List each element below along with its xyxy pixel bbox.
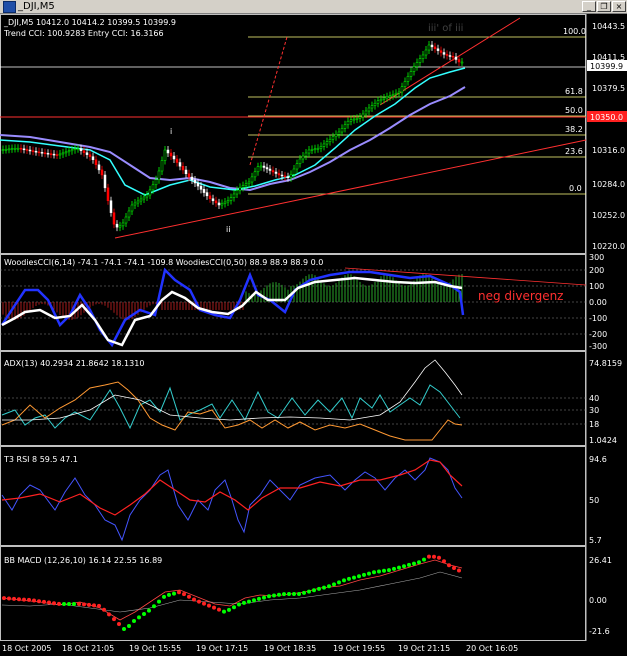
svg-text:30: 30 bbox=[589, 406, 599, 415]
svg-text:74.8159: 74.8159 bbox=[589, 359, 622, 368]
price-tick: 10252.0 bbox=[592, 211, 625, 220]
price-tick: 10220.0 bbox=[592, 242, 625, 251]
svg-text:40: 40 bbox=[589, 394, 599, 403]
main-header-ohlc: _DJI,M5 10412.0 10414.2 10399.5 10399.9 bbox=[3, 18, 176, 27]
adx-level-lines bbox=[0, 397, 586, 425]
rsi-red-line bbox=[1, 459, 463, 516]
ema-slow-line bbox=[0, 86, 466, 192]
ema-fast-line bbox=[0, 67, 466, 196]
minimize-button[interactable]: _ bbox=[582, 1, 596, 12]
macd-dots bbox=[2, 554, 461, 631]
fib-618-label: 61.8 bbox=[565, 87, 583, 96]
red-price-value: 10350.0 bbox=[590, 113, 623, 122]
svg-text:100: 100 bbox=[589, 282, 604, 291]
time-tick: 18 Oct 2005 bbox=[2, 644, 51, 653]
window-titlebar[interactable]: _DJI,M5 _ ❐ × bbox=[0, 0, 627, 14]
close-button[interactable]: × bbox=[612, 1, 626, 12]
wave-label-i: i bbox=[170, 127, 172, 136]
time-tick: 19 Oct 18:35 bbox=[264, 644, 316, 653]
fib-382-label: 38.2 bbox=[565, 125, 583, 134]
price-candles bbox=[1, 41, 464, 232]
chart-window-icon bbox=[3, 1, 16, 13]
fib-100-label: 100.0 bbox=[563, 27, 586, 36]
adx-header: ADX(13) 40.2934 21.8642 18.1310 bbox=[4, 359, 144, 368]
wave-label-iii: iii' of iii bbox=[428, 23, 463, 34]
time-tick: 19 Oct 17:15 bbox=[196, 644, 248, 653]
svg-text:18: 18 bbox=[589, 420, 599, 429]
time-tick: 20 Oct 16:05 bbox=[466, 644, 518, 653]
window-title: _DJI,M5 bbox=[18, 1, 55, 12]
macd-signal-gray bbox=[1, 571, 463, 613]
macd-header: BB MACD (12,26,10) 16.14 22.55 16.89 bbox=[4, 556, 162, 565]
svg-text:1.0424: 1.0424 bbox=[589, 436, 617, 445]
adx-panel[interactable]: ADX(13) 40.2934 21.8642 18.1310 74.8159 … bbox=[0, 359, 622, 445]
price-tick: 10316.0 bbox=[592, 146, 625, 155]
svg-text:5.7: 5.7 bbox=[589, 536, 602, 545]
chart-canvas[interactable]: 100.0 61.8 50.0 38.2 23.6 0.0 i ii iii' … bbox=[0, 14, 627, 656]
price-panel[interactable]: 100.0 61.8 50.0 38.2 23.6 0.0 i ii iii' … bbox=[0, 17, 627, 251]
time-tick: 19 Oct 19:55 bbox=[333, 644, 385, 653]
current-price-badge bbox=[587, 60, 627, 71]
red-price-badge bbox=[587, 111, 627, 122]
fib-236-label: 23.6 bbox=[565, 147, 583, 156]
price-axis: 10443.5 10411.5 10379.5 10316.0 10284.0 … bbox=[587, 22, 627, 251]
current-price-value: 10399.9 bbox=[590, 62, 623, 71]
wave-label-ii: ii bbox=[226, 225, 230, 234]
macd-axis: 26.41 0.00 -21.6 bbox=[589, 556, 612, 636]
time-axis: 18 Oct 2005 18 Oct 21:05 19 Oct 15:55 19… bbox=[2, 644, 518, 653]
t3-rsi-panel[interactable]: T3 RSI 8 59.5 47.1 94.6 50 5.7 bbox=[1, 455, 607, 545]
svg-text:26.41: 26.41 bbox=[589, 556, 612, 565]
svg-text:200: 200 bbox=[589, 266, 604, 275]
svg-text:-200: -200 bbox=[589, 330, 607, 339]
fib-retracement-lines bbox=[248, 36, 586, 195]
adx-main-line bbox=[2, 359, 463, 421]
cci-axis: 300 200 100 0.00 -100 -200 -300 bbox=[589, 253, 607, 351]
time-tick: 18 Oct 21:05 bbox=[62, 644, 114, 653]
panel-borders bbox=[0, 14, 587, 641]
svg-text:300: 300 bbox=[589, 253, 604, 262]
woodies-cci-panel[interactable]: neg divergenz WoodiesCCI(6,14) -74.1 -74… bbox=[0, 253, 607, 351]
cci-header: WoodiesCCI(6,14) -74.1 -74.1 -74.1 -109.… bbox=[4, 258, 323, 267]
rsi-blue-line bbox=[1, 457, 463, 542]
neg-divergence-annotation: neg divergenz bbox=[478, 289, 563, 303]
restore-button[interactable]: ❐ bbox=[597, 1, 611, 12]
bb-macd-panel[interactable]: BB MACD (12,26,10) 16.14 22.55 16.89 26.… bbox=[1, 554, 612, 636]
svg-text:50: 50 bbox=[589, 496, 599, 505]
price-tick: 10411.5 bbox=[592, 53, 625, 62]
fib-0-label: 0.0 bbox=[569, 184, 582, 193]
price-tick: 10284.0 bbox=[592, 180, 625, 189]
svg-text:94.6: 94.6 bbox=[589, 455, 607, 464]
time-tick: 19 Oct 21:15 bbox=[398, 644, 450, 653]
divergence-line bbox=[344, 267, 587, 286]
svg-text:-100: -100 bbox=[589, 314, 607, 323]
channel-trendline bbox=[379, 17, 521, 106]
adx-axis: 74.8159 40 30 18 1.0424 bbox=[589, 359, 622, 445]
svg-text:-21.6: -21.6 bbox=[589, 627, 610, 636]
adx-di-plus-line bbox=[1, 384, 461, 430]
cci-white-line bbox=[1, 276, 463, 347]
support-trendline bbox=[114, 139, 587, 239]
svg-text:0.00: 0.00 bbox=[589, 596, 607, 605]
cci-level-lines bbox=[0, 269, 586, 335]
svg-text:0.00: 0.00 bbox=[589, 298, 607, 307]
rsi-axis: 94.6 50 5.7 bbox=[589, 455, 607, 545]
adx-di-minus-line bbox=[1, 381, 463, 441]
price-tick: 10379.5 bbox=[592, 84, 625, 93]
time-tick: 19 Oct 15:55 bbox=[129, 644, 181, 653]
price-tick: 10443.5 bbox=[592, 22, 625, 31]
dashed-trendline bbox=[249, 36, 288, 166]
rsi-header: T3 RSI 8 59.5 47.1 bbox=[3, 455, 78, 464]
svg-text:-300: -300 bbox=[589, 342, 607, 351]
main-header-cci: Trend CCI: 100.9283 Entry CCI: 16.3166 bbox=[3, 29, 164, 38]
fib-50-label: 50.0 bbox=[565, 106, 583, 115]
